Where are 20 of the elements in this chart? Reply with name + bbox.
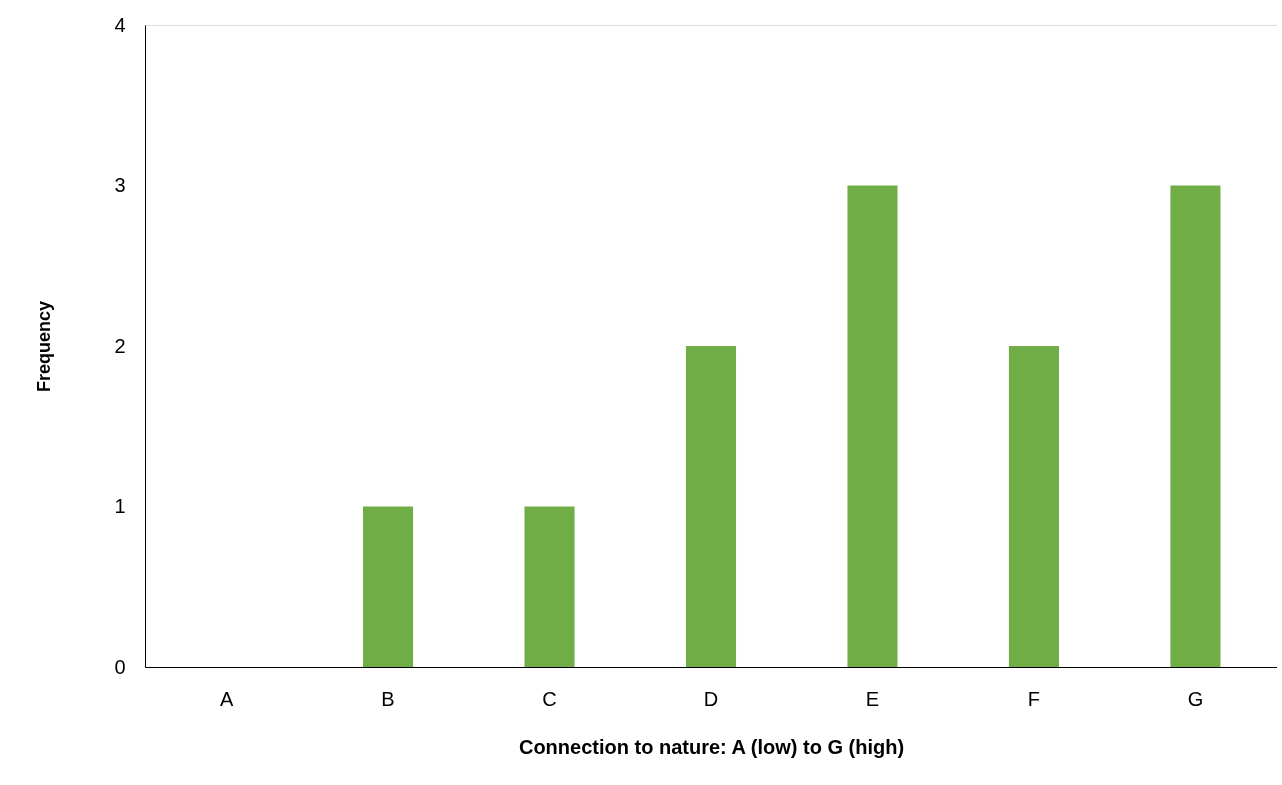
x-tick-label: G xyxy=(1187,687,1204,710)
x-tick-label: A xyxy=(219,687,234,710)
bar xyxy=(685,346,737,667)
y-tick-label: 4 xyxy=(114,13,126,36)
bar xyxy=(1008,346,1059,667)
x-tick-label: F xyxy=(1027,687,1041,710)
bar xyxy=(363,506,414,667)
bar xyxy=(524,506,575,667)
x-tick-label: E xyxy=(865,687,880,710)
x-tick-label: D xyxy=(703,687,719,710)
bar xyxy=(847,185,898,667)
y-tick-label: 3 xyxy=(114,174,126,196)
bar xyxy=(1170,185,1221,667)
y-axis-title: Frequency xyxy=(34,300,55,393)
x-tick-label: C xyxy=(542,687,557,710)
y-tick-label: 2 xyxy=(114,334,126,357)
x-axis-title: Connection to nature: A (low) to G (high) xyxy=(518,735,905,758)
y-tick-label: 1 xyxy=(114,495,126,517)
y-tick-label: 0 xyxy=(114,655,126,678)
x-tick-label: B xyxy=(381,687,395,710)
